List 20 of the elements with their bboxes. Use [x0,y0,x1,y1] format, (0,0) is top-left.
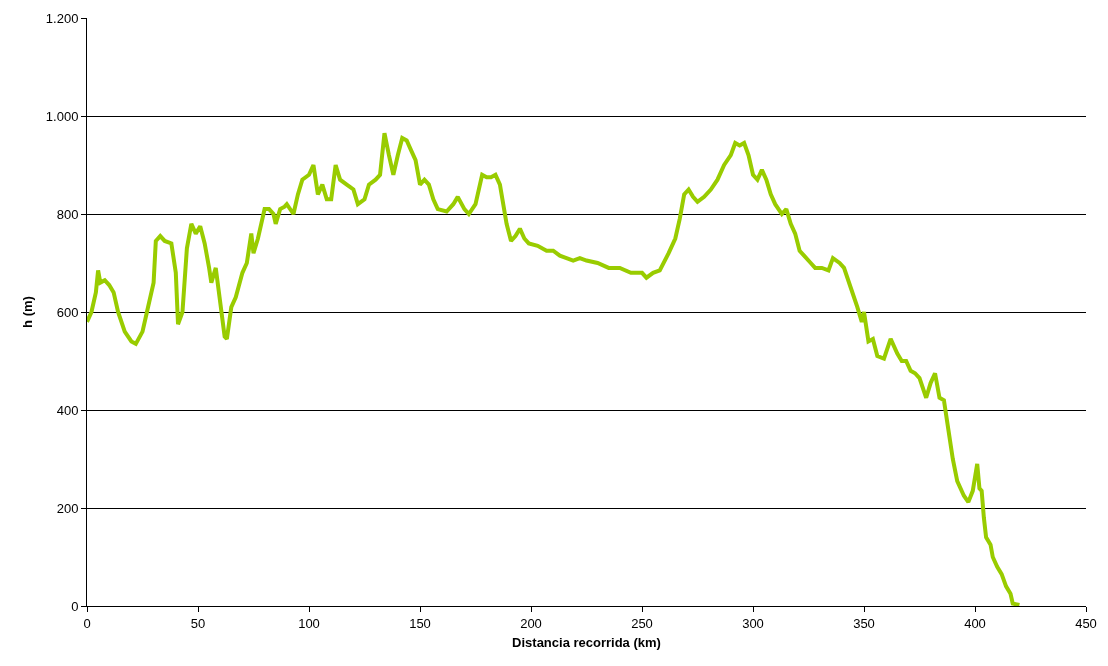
x-tick-label: 100 [298,615,320,631]
x-tick-label: 200 [520,615,542,631]
x-tick-label: 450 [1075,615,1097,631]
x-axis-title: Distancia recorrida (km) [512,635,661,651]
y-tick-label: 0 [71,598,79,614]
x-tick-label: 150 [409,615,431,631]
x-tick-label: 300 [742,615,764,631]
y-tick-label: 1.200 [45,10,79,26]
y-tick-label: 1.000 [45,108,79,124]
x-tick-label: 50 [190,615,206,631]
line-series [87,131,1022,606]
y-tick-label: 400 [56,402,79,418]
x-tick-label: 250 [631,615,653,631]
x-tick-label: 350 [853,615,875,631]
y-tick-label: 200 [56,500,79,516]
y-tick-label: 800 [56,206,79,222]
y-tick-label: 600 [56,304,79,320]
y-axis-title: h (m) [19,296,35,328]
x-tick-label: 0 [83,615,91,631]
x-tick-label: 400 [964,615,986,631]
